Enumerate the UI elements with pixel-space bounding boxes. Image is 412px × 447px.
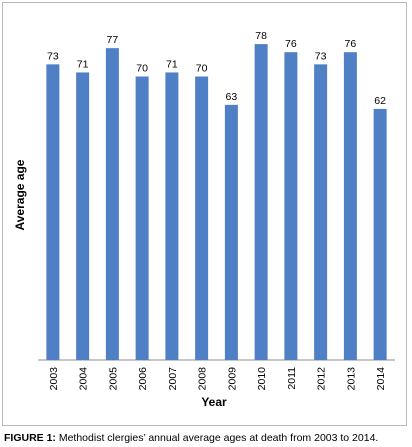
data-label-2014: 62 — [374, 95, 386, 107]
bar-2013 — [343, 52, 357, 360]
bar-2004 — [76, 72, 90, 360]
x-tick-2014: 2014 — [375, 367, 387, 391]
x-tick-2010: 2010 — [256, 367, 268, 391]
x-tick-2012: 2012 — [316, 367, 328, 391]
data-label-2004: 71 — [77, 58, 89, 70]
bar-2012 — [314, 64, 328, 360]
data-label-2006: 70 — [136, 63, 148, 75]
bar-2011 — [284, 52, 298, 360]
data-label-2003: 73 — [47, 50, 59, 62]
x-tick-2011: 2011 — [286, 367, 298, 390]
caption-text: Methodist clergies’ annual average ages … — [55, 432, 379, 444]
data-label-2011: 76 — [285, 38, 297, 50]
bar-2003 — [46, 64, 60, 360]
bar-2007 — [165, 72, 179, 360]
bar-series: 73 2003 71 2004 77 2005 70 2006 71 2007 70 2008 63 20… — [46, 30, 387, 390]
data-label-2013: 76 — [345, 38, 357, 50]
x-tick-2009: 2009 — [226, 367, 238, 391]
x-axis-title: Year — [201, 395, 227, 409]
x-tick-2007: 2007 — [167, 367, 179, 391]
x-tick-2005: 2005 — [107, 367, 119, 391]
x-tick-2006: 2006 — [137, 367, 149, 391]
bar-2014 — [373, 108, 387, 361]
chart-frame: Average age Year 73 2003 71 2004 77 2005 70 200… — [2, 2, 407, 426]
data-label-2009: 63 — [226, 91, 238, 103]
x-tick-2013: 2013 — [345, 367, 357, 391]
data-label-2008: 70 — [196, 63, 208, 75]
caption-label: FIGURE 1: — [4, 432, 56, 444]
figure-caption: FIGURE 1: Methodist clergies’ annual ave… — [4, 432, 410, 444]
data-label-2010: 78 — [255, 30, 267, 42]
bar-2006 — [135, 76, 149, 360]
data-label-2007: 71 — [166, 58, 178, 70]
x-tick-2004: 2004 — [78, 367, 90, 391]
data-label-2005: 77 — [107, 34, 119, 46]
bar-2009 — [224, 104, 238, 360]
data-label-2012: 73 — [315, 50, 327, 62]
bar-2008 — [195, 76, 209, 360]
bar-chart: Average age Year 73 2003 71 2004 77 2005 70 200… — [13, 30, 395, 409]
x-tick-2003: 2003 — [48, 367, 60, 391]
y-axis-title: Average age — [13, 159, 27, 230]
bar-2010 — [254, 44, 268, 360]
bar-2005 — [105, 48, 119, 361]
x-tick-2008: 2008 — [197, 367, 209, 391]
